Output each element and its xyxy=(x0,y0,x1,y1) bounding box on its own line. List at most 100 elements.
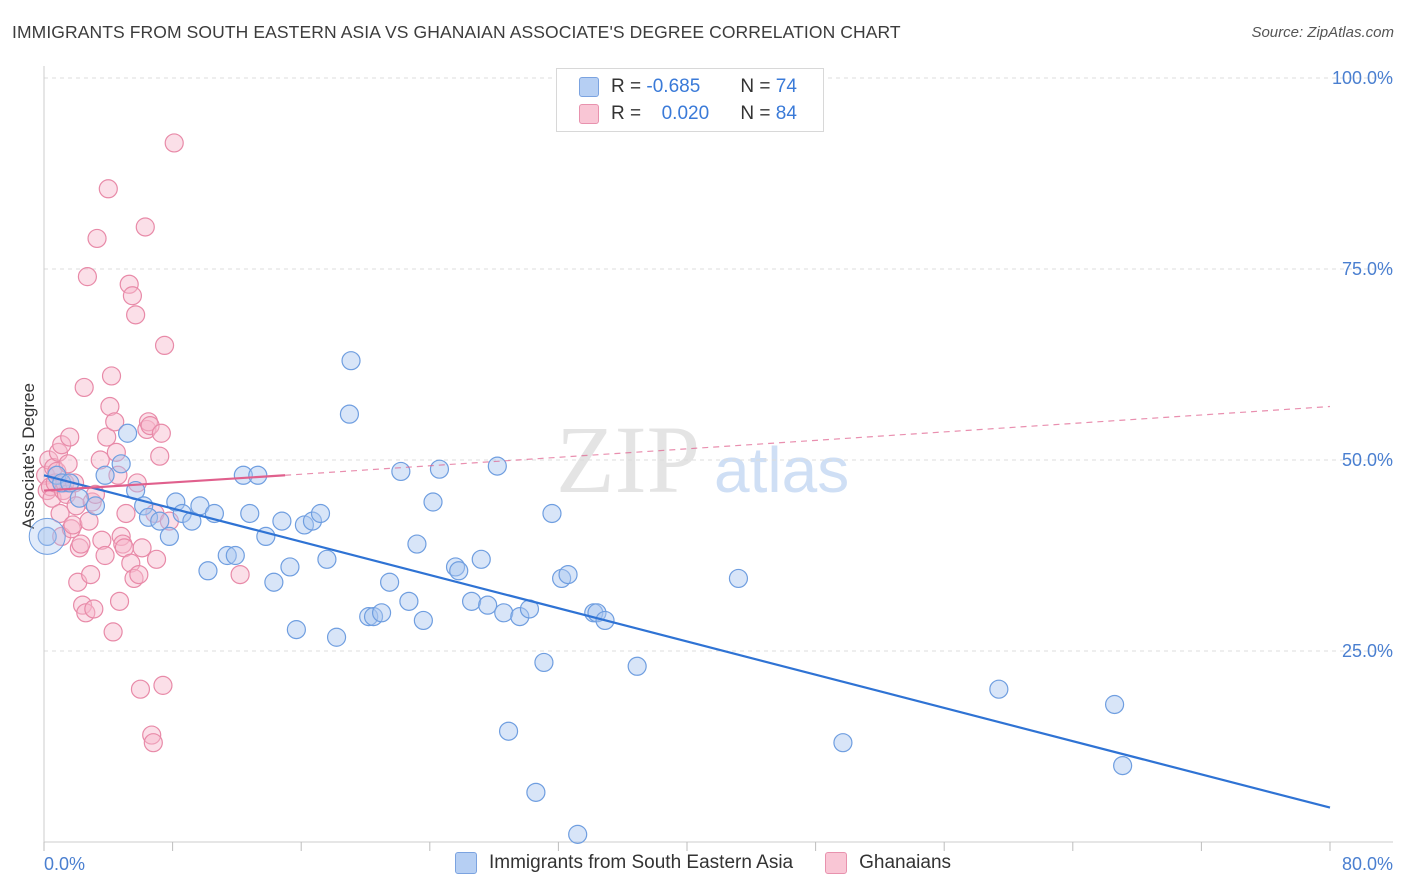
sea-immigrants-point xyxy=(380,572,400,592)
sea-immigrants-point xyxy=(326,627,347,647)
sea-immigrants-point xyxy=(471,549,491,569)
ghanaians-point xyxy=(63,515,83,535)
sea-immigrants-point xyxy=(568,824,588,844)
ghanaians-point xyxy=(121,553,141,573)
series-legend-label: Ghanaians xyxy=(859,852,952,873)
sea-immigrants-point xyxy=(989,679,1009,699)
y-tick-label: 25.0% xyxy=(1342,641,1393,661)
pink-swatch xyxy=(579,104,599,124)
ghanaians-point xyxy=(92,530,112,550)
sea-immigrants-point xyxy=(1113,755,1133,776)
sea-immigrants-point xyxy=(498,721,519,741)
r-label: R = xyxy=(611,103,642,124)
ghanaians-point xyxy=(105,412,125,432)
ghanaians-point xyxy=(135,217,155,237)
ghanaians-point xyxy=(100,396,120,417)
ghanaians-point xyxy=(119,274,139,294)
stats-legend-row-blue: R = -0.685 N = 74 xyxy=(579,74,797,100)
sea-immigrants-point xyxy=(413,610,433,631)
sea-immigrants-point xyxy=(407,534,427,554)
stats-legend-row-pink: R = 0.020 N = 84 xyxy=(579,101,797,127)
series-legend-pink: Ghanaians xyxy=(825,852,951,874)
x-tick-label-max: 80.0% xyxy=(1342,854,1393,874)
sea-immigrants-point xyxy=(494,603,514,623)
sea-immigrants-point xyxy=(225,545,245,566)
sea-immigrants-point xyxy=(182,511,202,531)
sea-immigrants-point xyxy=(280,557,300,577)
ghanaians-point xyxy=(95,545,115,566)
r-value: -0.685 xyxy=(646,76,701,97)
sea-immigrants-point xyxy=(150,511,170,531)
ghanaians-point xyxy=(143,733,163,753)
ghanaians-point xyxy=(103,622,123,642)
sea-immigrants-point xyxy=(510,607,530,627)
ghanaians-point xyxy=(153,675,173,695)
sea-immigrants-point xyxy=(542,503,562,524)
ghanaians-point xyxy=(74,377,94,398)
ghanaians-point xyxy=(77,267,98,287)
n-label: N = xyxy=(740,103,771,124)
ghanaians-point xyxy=(81,564,101,585)
sea-immigrants-point xyxy=(317,549,337,569)
sea-immigrants-point xyxy=(478,595,498,615)
sea-immigrants-point xyxy=(728,568,749,589)
sea-immigrants-point xyxy=(166,492,186,512)
ghanaians-point xyxy=(164,133,184,153)
blue-swatch xyxy=(454,852,477,874)
ghanaians-point xyxy=(90,450,110,470)
ghanaians-point xyxy=(230,564,250,585)
ghanaians-point xyxy=(146,549,167,569)
ghanaians-point xyxy=(111,526,131,547)
y-tick-label: 100.0% xyxy=(1332,68,1393,88)
sea-immigrants-point xyxy=(461,591,482,611)
sea-immigrants-point xyxy=(526,782,546,802)
ghanaians-point xyxy=(130,679,151,699)
blue-swatch xyxy=(579,77,599,97)
x-tick-labels: 0.0% 80.0% xyxy=(44,854,1393,874)
ghanaians-point xyxy=(87,228,107,249)
sea-immigrants-point xyxy=(423,492,443,512)
sea-immigrants-point xyxy=(627,656,647,676)
ghanaians-point xyxy=(126,305,146,325)
ghanaians-point xyxy=(140,416,160,436)
r-label: R = xyxy=(611,76,642,97)
ghanaians-point xyxy=(97,427,117,447)
sea-immigrants-point xyxy=(95,465,115,485)
sea-immigrants-point xyxy=(429,459,450,479)
y-tick-labels: 25.0% 50.0% 75.0% 100.0% xyxy=(1332,68,1393,661)
sea-immigrants-point xyxy=(310,503,331,524)
sea-immigrants-point xyxy=(111,454,131,474)
ghanaians-trend-extension xyxy=(285,405,1331,476)
ghanaians-point xyxy=(60,427,80,447)
sea-immigrants-point xyxy=(399,591,419,611)
ghanaians-point xyxy=(101,366,122,386)
sea-immigrants-point xyxy=(264,572,284,592)
sea-immigrants-point xyxy=(198,561,218,581)
ghanaians-point xyxy=(106,442,126,462)
ghanaians-point xyxy=(122,286,143,306)
pink-swatch xyxy=(825,852,848,874)
sea-immigrants-point xyxy=(85,496,106,516)
ghanaians-point xyxy=(98,179,118,199)
sea-immigrants-point xyxy=(391,461,411,482)
ghanaians-point xyxy=(142,725,162,745)
chart-title: IMMIGRANTS FROM SOUTH EASTERN ASIA VS GH… xyxy=(12,22,901,42)
sea-immigrants-point xyxy=(248,465,268,485)
ghanaians-point xyxy=(150,446,170,466)
sea-immigrants-point xyxy=(1104,694,1125,715)
sea-immigrants-point xyxy=(371,603,392,623)
ghanaians-point xyxy=(132,538,152,558)
ghanaians-point xyxy=(84,599,104,619)
sea-immigrants-point xyxy=(359,607,379,627)
sea-immigrants-point-large xyxy=(28,517,66,555)
y-tick-label: 75.0% xyxy=(1342,259,1393,279)
sea-immigrants-point xyxy=(272,511,292,531)
y-tick-label: 50.0% xyxy=(1342,450,1393,470)
sea-immigrants-point xyxy=(341,351,361,371)
ghanaians-point xyxy=(58,454,78,474)
sea-immigrants-point xyxy=(302,511,323,531)
stats-legend: R = -0.685 N = 74 R = 0.020 N = 84 xyxy=(556,68,824,132)
ghanaians-point xyxy=(71,534,91,554)
x-tick-label-min: 0.0% xyxy=(44,854,85,874)
